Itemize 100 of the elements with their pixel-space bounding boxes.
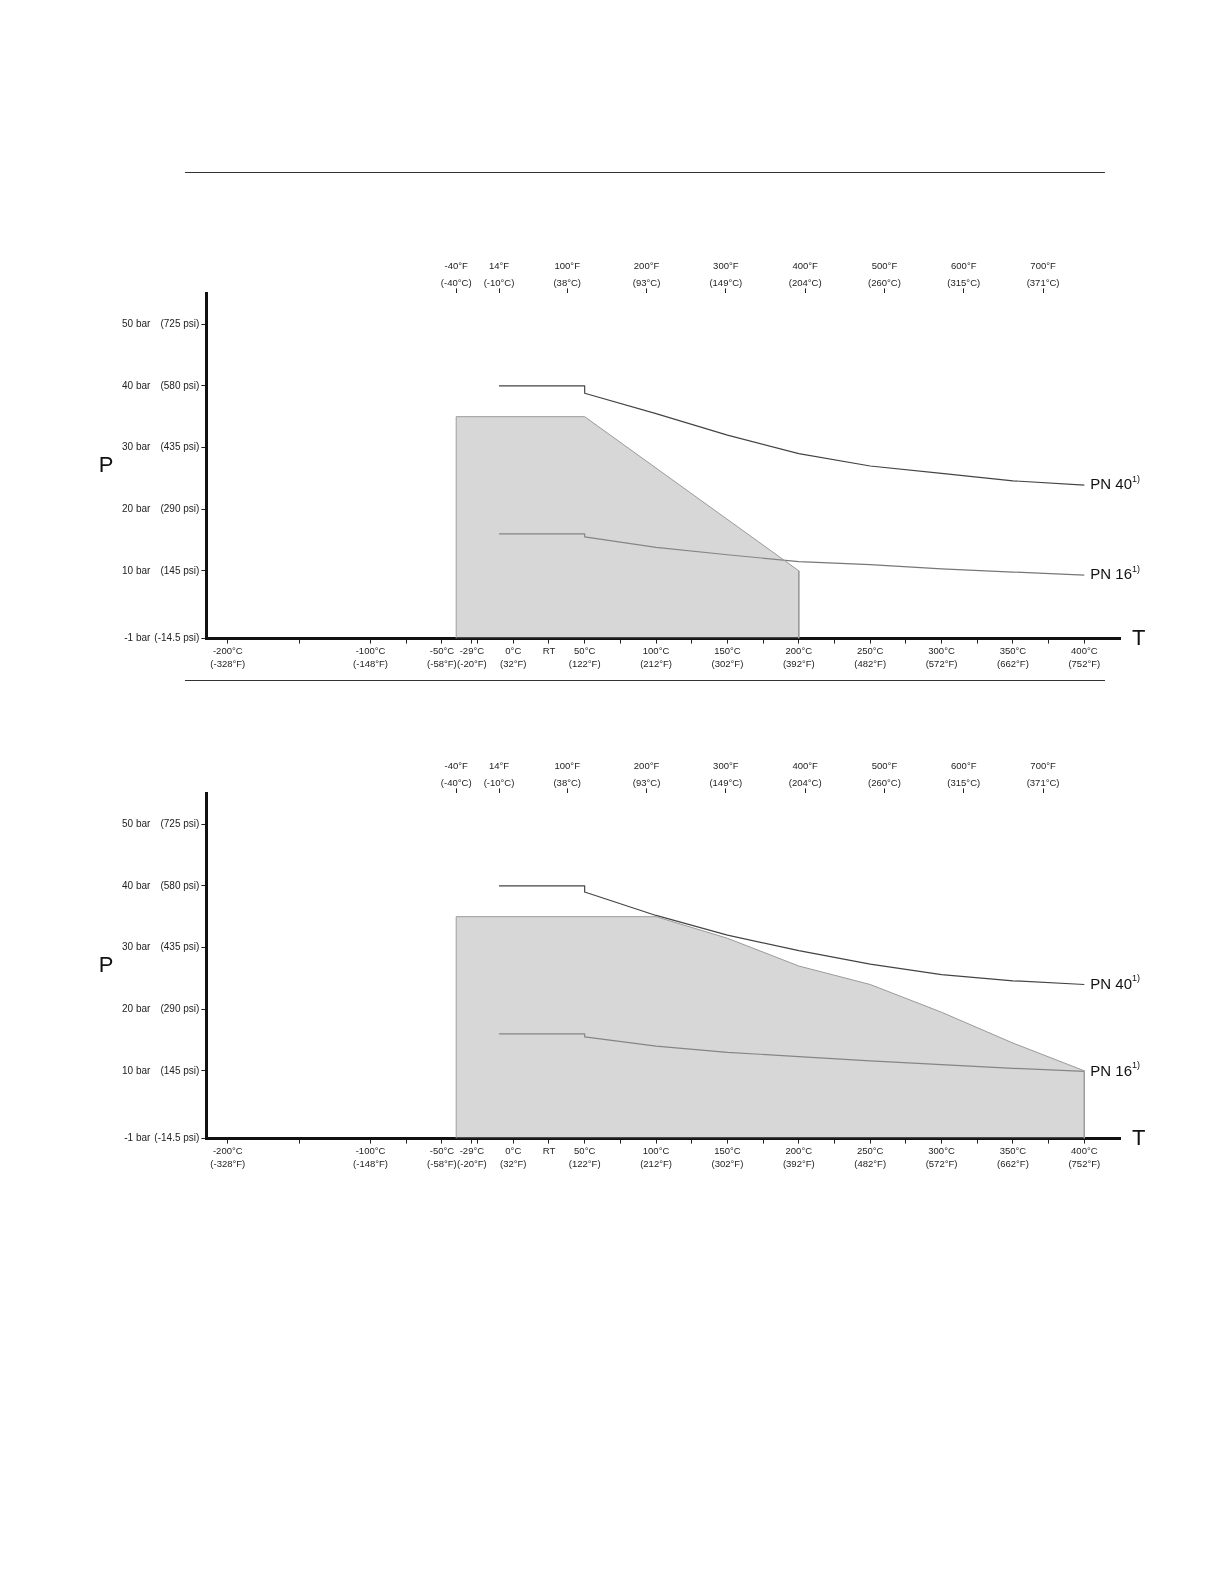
y-tick-label: 30 bar (122, 941, 152, 953)
text: (662°F) (997, 1158, 1029, 1170)
y-tick-label: 50 bar (122, 317, 152, 329)
y-tick-label: 10 bar (122, 1064, 152, 1076)
x-tick-label: -200°C (212, 1144, 243, 1156)
x2-tick-label: 500°F (871, 760, 898, 772)
x-tick-label: RT (542, 644, 556, 656)
text: (371°C) (1026, 777, 1060, 789)
y2-tick-label: (290 psi) (160, 1002, 200, 1014)
x-tick-label: -29°C (459, 644, 485, 656)
x2-tick-label: 400°F (792, 760, 819, 772)
y-tick-label: -1 bar (124, 1132, 152, 1144)
x2-tick-label: 14°F (488, 260, 510, 272)
text: (392°F) (782, 1158, 815, 1170)
text: (-58°F) (427, 1158, 457, 1170)
text: (315°C) (947, 777, 981, 789)
text: (302°F) (711, 1158, 744, 1170)
x2-tick-label: -40°F (444, 760, 469, 772)
text: (-328°F) (210, 658, 246, 670)
x-tick-label: -29°C (459, 1144, 485, 1156)
text: (572°F) (925, 1158, 958, 1170)
text: (122°F) (568, 658, 601, 670)
text: (662°F) (997, 658, 1029, 670)
x-tick-label: -200°C (212, 644, 243, 656)
text: (149°C) (709, 277, 743, 289)
y2-tick-label: (580 psi) (160, 379, 200, 391)
y-tick-label: 20 bar (122, 1002, 152, 1014)
x-tick-label: -100°C (355, 1144, 386, 1156)
y2-tick-label: (-14.5 psi) (154, 632, 200, 644)
text: (32°F) (500, 1158, 527, 1170)
x2-tick-label: 500°F (871, 260, 898, 272)
x-tick-label: 150°C (714, 644, 741, 656)
text: (-20°F) (457, 1158, 487, 1170)
y-tick-label: 40 bar (122, 379, 152, 391)
x2-tick-label: 300°F (713, 260, 739, 272)
x2-tick-label: -40°F (444, 260, 469, 272)
text: (204°C) (788, 777, 822, 789)
text: (-40°C) (440, 777, 472, 789)
x2-tick-label: 100°F (554, 760, 581, 772)
text: (38°C) (553, 277, 581, 289)
text: (482°F) (854, 658, 887, 670)
y-tick-label: 40 bar (122, 879, 152, 891)
text: (122°F) (568, 1158, 601, 1170)
text: (212°F) (640, 658, 672, 670)
x2-tick-label: 700°F (1030, 760, 1056, 772)
x-tick-label: 350°C (999, 644, 1027, 656)
y2-tick-label: (435 psi) (160, 441, 200, 453)
x-tick-label: -100°C (355, 644, 386, 656)
x2-tick-label: 400°F (792, 260, 819, 272)
text: (-148°F) (353, 1158, 389, 1170)
x-tick-label: 250°C (856, 1144, 884, 1156)
text: (204°C) (788, 277, 822, 289)
text: (149°C) (709, 777, 743, 789)
x-tick-label: 200°C (785, 644, 813, 656)
text: (392°F) (782, 658, 815, 670)
x-tick-label: -50°C (429, 1144, 455, 1156)
x2-tick-label: 14°F (488, 760, 510, 772)
text: (-40°C) (440, 277, 472, 289)
text: (260°C) (868, 277, 901, 289)
y-tick-label: -1 bar (124, 632, 152, 644)
y-axis-title: P (98, 452, 114, 478)
y2-tick-label: (290 psi) (160, 502, 200, 514)
y2-tick-label: (435 psi) (160, 941, 200, 953)
text: (482°F) (854, 1158, 887, 1170)
x2-tick-label: 200°F (633, 760, 660, 772)
y-axis-title: P (98, 952, 114, 978)
text: (-58°F) (427, 658, 457, 670)
y-tick-label: 50 bar (122, 817, 152, 829)
y2-tick-label: (725 psi) (160, 318, 200, 330)
x-tick-label: 250°C (856, 644, 884, 656)
x-tick-label: 50°C (574, 1144, 596, 1156)
x2-tick-label: 300°F (713, 760, 739, 772)
text: (38°C) (553, 777, 581, 789)
y-tick-label: 10 bar (122, 564, 152, 576)
x2-tick-label: 600°F (951, 760, 977, 772)
y2-tick-label: (-14.5 psi) (154, 1132, 200, 1144)
text: (371°C) (1026, 277, 1060, 289)
y2-tick-label: (725 psi) (160, 818, 200, 830)
text: (302°F) (711, 658, 744, 670)
text: (-148°F) (353, 658, 389, 670)
x-tick-label: 200°C (785, 1144, 813, 1156)
y-tick-label: 30 bar (122, 441, 152, 453)
text: (93°C) (632, 277, 661, 289)
text: (-10°C) (483, 277, 515, 289)
x-tick-label: 350°C (999, 1144, 1027, 1156)
x-tick-label: 100°C (642, 644, 670, 656)
x-axis-title: T (1132, 624, 1146, 650)
x-axis-title: T (1132, 1124, 1146, 1150)
x-tick-label: 0°C (505, 1144, 522, 1156)
x-tick-label: 50°C (574, 644, 596, 656)
text: (752°F) (1068, 1158, 1101, 1170)
x-tick-label: 150°C (714, 1144, 741, 1156)
text: (752°F) (1068, 658, 1101, 670)
text: (93°C) (632, 777, 661, 789)
x2-tick-label: 100°F (554, 260, 581, 272)
x-tick-label: 400°C (1071, 1144, 1098, 1156)
x-tick-label: 100°C (642, 1144, 670, 1156)
y2-tick-label: (145 psi) (160, 1064, 200, 1076)
y2-tick-label: (145 psi) (160, 564, 200, 576)
x-tick-label: 300°C (928, 644, 955, 656)
